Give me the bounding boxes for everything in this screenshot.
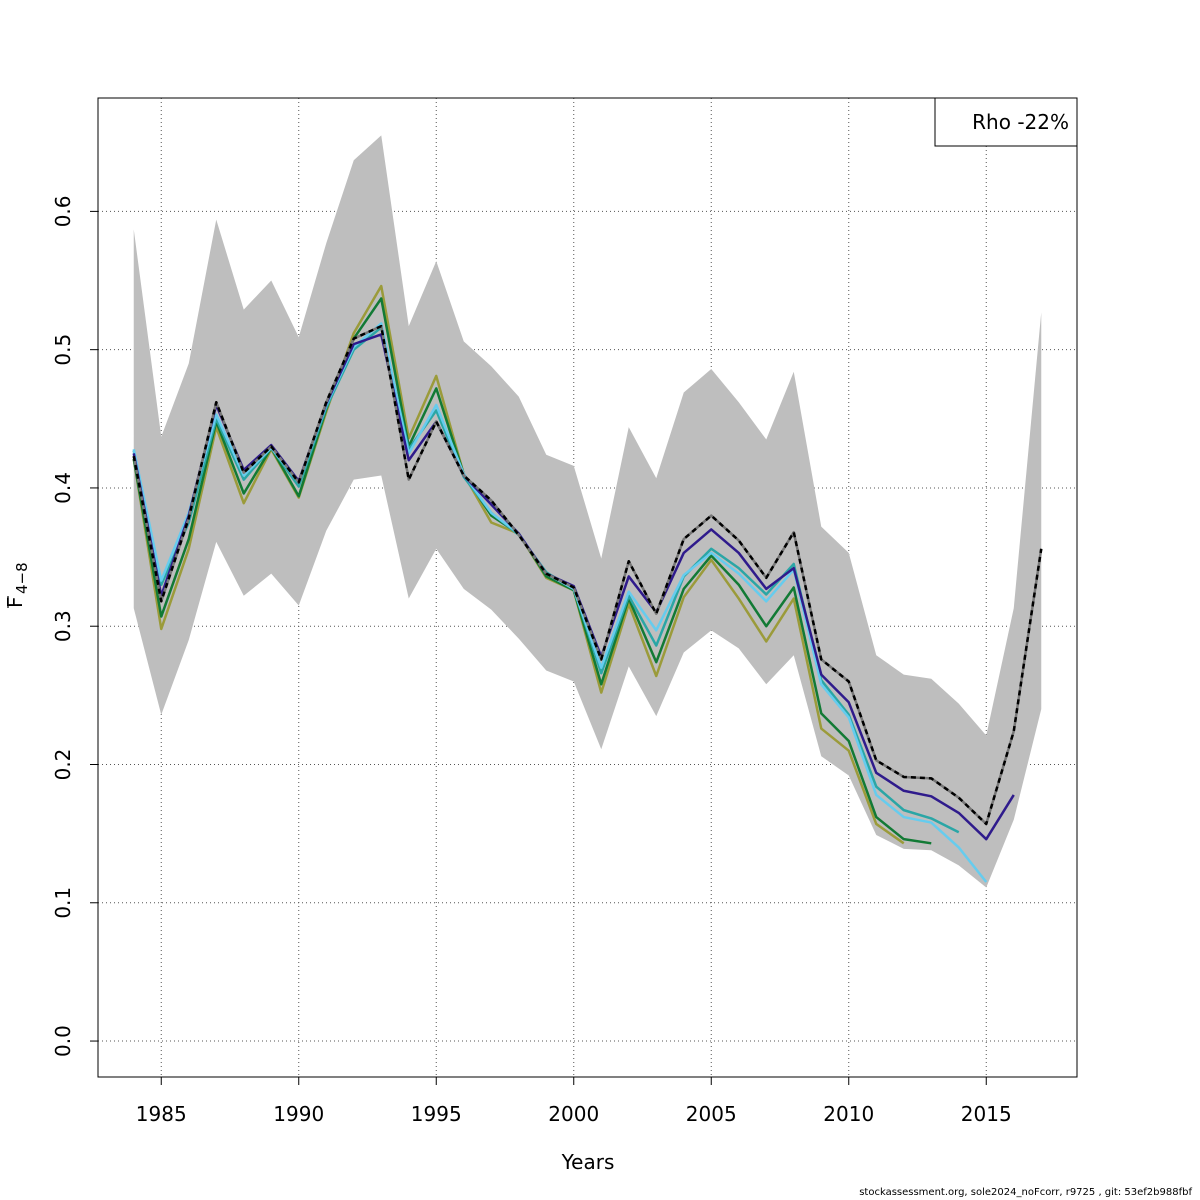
x-tick-label-2005: 2005 [686,1102,737,1126]
y-axis-title: F 4−8 [3,562,31,608]
legend-text: Rho -22% [972,110,1069,134]
x-tick-label-1990: 1990 [273,1102,324,1126]
series-line-2017 [132,324,1043,826]
y-tick-label-3: 0.3 [51,610,75,642]
x-tick-label-2000: 2000 [548,1102,599,1126]
y-tick-label-0: 0.0 [51,1025,75,1057]
y-tick-label-6: 0.6 [51,195,75,227]
y-tick-label-4: 0.4 [51,472,75,504]
y-tick-label-text-2: 0.2 [51,749,75,781]
y-tick-label-text-4: 0.4 [51,472,75,504]
plot-frame [97,97,1078,1078]
legend: Rho -22% [934,97,1078,147]
confidence-band-group [133,135,1042,888]
series-group [132,284,1043,883]
confidence-band [133,135,1042,888]
y-axis-title-main: F [3,596,27,608]
y-tick-label-1: 0.1 [51,887,75,919]
y-axis-title-subscript: 4−8 [13,562,31,594]
legend-box [934,97,1078,147]
footer-note: stockassessment.org, sole2024_noFcorr, r… [859,1187,1192,1198]
x-tick-label-1995: 1995 [411,1102,462,1126]
y-tick-label-text-6: 0.6 [51,195,75,227]
axes: 1985 1990 1995 2000 2005 2010 2015 0.0 0.1 0.2 0.3… [51,195,1012,1126]
y-tick-label-text-1: 0.1 [51,887,75,919]
y-tick-label-2: 0.2 [51,749,75,781]
y-tick-label-text-3: 0.3 [51,610,75,642]
x-tick-label-1985: 1985 [136,1102,187,1126]
y-tick-label-text-5: 0.5 [51,334,75,366]
y-tick-label-text-0: 0.0 [51,1025,75,1057]
y-tick-label-5: 0.5 [51,334,75,366]
x-tick-label-2010: 2010 [823,1102,874,1126]
x-axis-title: Years [561,1150,615,1174]
x-tick-label-2015: 2015 [961,1102,1012,1126]
